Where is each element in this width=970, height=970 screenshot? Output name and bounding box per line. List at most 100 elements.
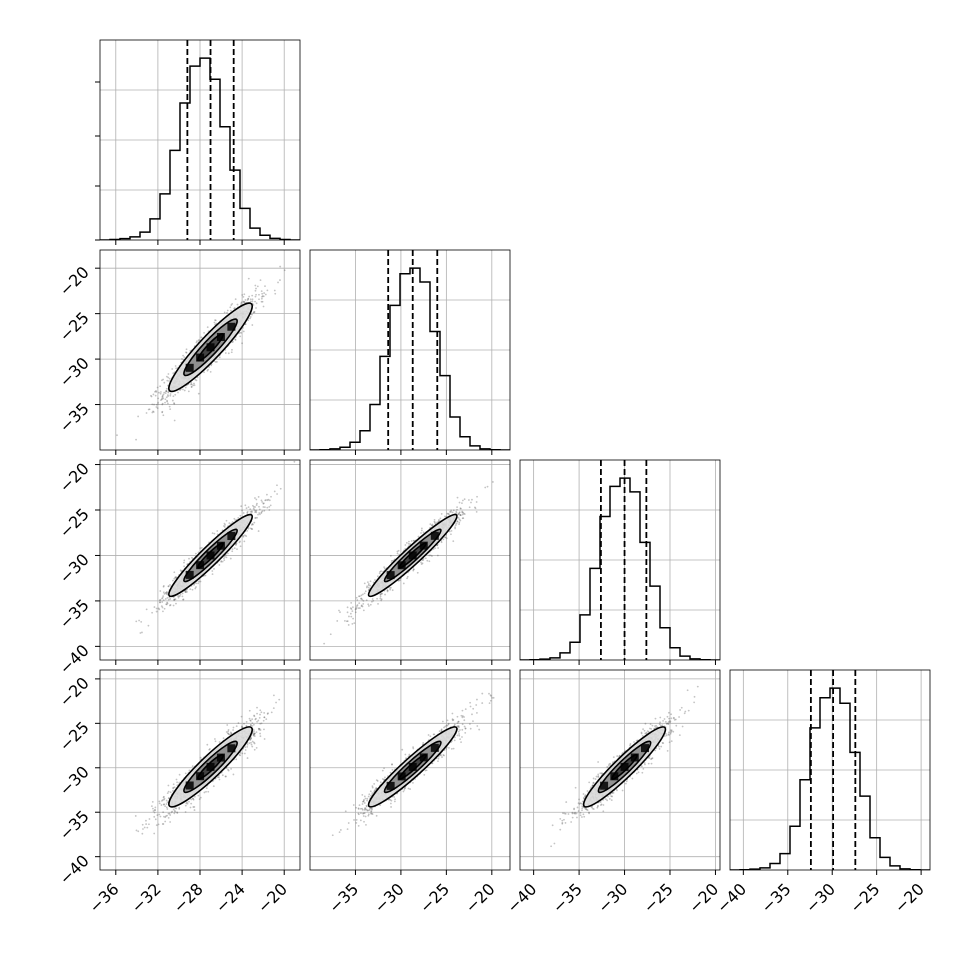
sample-point <box>476 495 478 498</box>
sample-point <box>173 403 176 405</box>
sample-point <box>247 277 250 280</box>
histogram-step-param-2 <box>520 477 720 660</box>
sample-point <box>161 411 164 414</box>
sample-point <box>199 756 202 759</box>
sample-point <box>214 319 217 322</box>
sample-point <box>412 569 415 572</box>
sample-point <box>156 407 159 410</box>
sample-point <box>164 805 167 808</box>
sample-point <box>361 605 364 608</box>
sample-point <box>150 805 153 808</box>
sample-point <box>268 506 271 508</box>
sample-point <box>165 603 168 606</box>
plot-area <box>100 460 300 660</box>
sample-point <box>255 302 258 305</box>
sample-point <box>379 593 382 596</box>
sample-point <box>157 401 159 404</box>
sample-point <box>185 348 188 351</box>
density-peak <box>206 343 215 352</box>
plot-area <box>310 460 510 660</box>
sample-point <box>157 823 160 826</box>
sample-point <box>444 515 446 518</box>
sample-point <box>135 438 137 441</box>
sample-point <box>160 605 163 608</box>
sample-point <box>190 381 193 384</box>
sample-point <box>397 549 400 552</box>
sample-point <box>178 806 181 809</box>
sample-point <box>369 584 372 587</box>
sample-point <box>243 534 246 537</box>
sample-point <box>243 300 246 303</box>
sample-point <box>178 595 180 598</box>
sample-point <box>194 587 197 590</box>
sample-point <box>454 524 457 527</box>
sample-point <box>233 517 236 520</box>
sample-point <box>377 602 379 605</box>
sample-point <box>360 594 363 597</box>
sample-point <box>145 412 148 414</box>
sample-point <box>227 733 230 735</box>
sample-point <box>192 798 195 801</box>
sample-point <box>351 623 354 625</box>
sample-point <box>226 724 229 726</box>
sample-point <box>135 620 138 623</box>
sample-point <box>186 591 188 593</box>
sample-point <box>165 396 168 399</box>
sample-point <box>448 530 451 533</box>
sample-point <box>354 608 357 611</box>
sample-point <box>191 556 193 559</box>
sample-point <box>456 520 459 523</box>
panel-frame <box>309 459 511 661</box>
sample-point <box>235 543 237 546</box>
sample-point <box>242 330 245 333</box>
sample-point <box>412 568 415 571</box>
sample-point <box>184 772 187 775</box>
sample-point <box>428 554 431 557</box>
sample-point <box>252 732 254 735</box>
sample-point <box>199 580 202 583</box>
sample-point <box>389 554 392 557</box>
sample-point <box>253 509 256 511</box>
sample-point <box>458 512 461 515</box>
sample-point <box>182 598 185 601</box>
sample-point <box>258 298 260 301</box>
density-peak <box>216 333 225 342</box>
sample-point <box>258 727 261 730</box>
sample-point <box>140 620 143 623</box>
sample-point <box>225 731 228 733</box>
sample-point <box>433 520 436 523</box>
sample-point <box>452 540 455 543</box>
sample-point <box>167 376 170 379</box>
sample-point <box>252 734 255 737</box>
sample-point <box>213 532 216 535</box>
panel-3-0: −20−25−30−35−40−36 −32 −28 −24 −20 <box>56 669 301 917</box>
sample-point <box>235 544 237 546</box>
sample-point <box>247 297 250 300</box>
sample-point <box>169 791 172 794</box>
sample-point <box>379 597 382 600</box>
sample-point <box>436 554 439 557</box>
sample-point <box>174 598 177 600</box>
sample-point <box>251 745 254 748</box>
sample-point <box>347 624 350 626</box>
sample-point <box>187 390 190 393</box>
sample-point <box>420 532 422 534</box>
sample-point <box>206 743 209 746</box>
sample-point <box>474 506 476 509</box>
sample-point <box>293 460 296 463</box>
sample-point <box>417 535 420 538</box>
sample-point <box>195 586 197 588</box>
sample-point <box>242 301 245 303</box>
sample-point <box>412 568 415 571</box>
sample-point <box>257 530 260 532</box>
sample-point <box>224 775 227 778</box>
sample-point <box>420 529 423 532</box>
sample-point <box>176 812 179 814</box>
sample-point <box>339 611 341 614</box>
sample-point <box>258 505 260 508</box>
sample-point <box>164 592 167 594</box>
sample-point <box>239 514 242 517</box>
sample-point <box>263 738 266 740</box>
sample-point <box>181 592 184 595</box>
sample-point <box>253 732 256 735</box>
